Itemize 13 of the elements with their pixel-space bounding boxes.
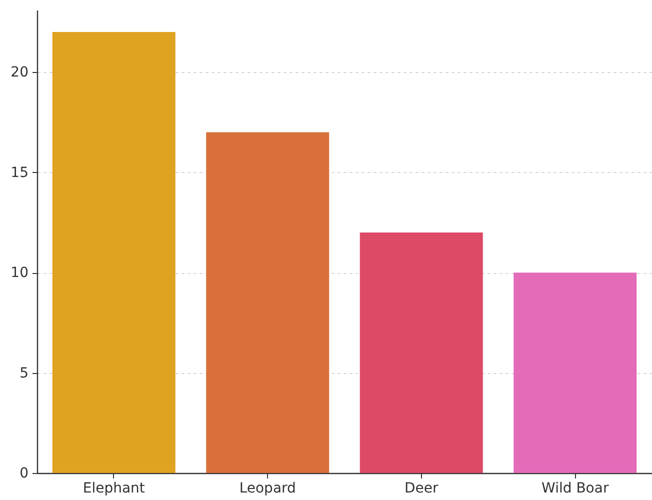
y-tick-label: 15 (10, 164, 28, 181)
x-tick-label: Leopard (239, 480, 296, 496)
y-tick-label: 0 (20, 466, 28, 482)
bar (206, 132, 330, 473)
bar (360, 232, 483, 473)
x-tick-label: Elephant (82, 480, 146, 496)
x-tick-label: Wild Boar (542, 480, 609, 496)
y-tick-label: 5 (20, 365, 28, 382)
bar (514, 272, 637, 473)
bar (52, 32, 176, 473)
x-tick-label: Deer (404, 480, 438, 496)
y-tick-label: 10 (10, 265, 28, 282)
y-tick-label: 20 (10, 64, 28, 81)
